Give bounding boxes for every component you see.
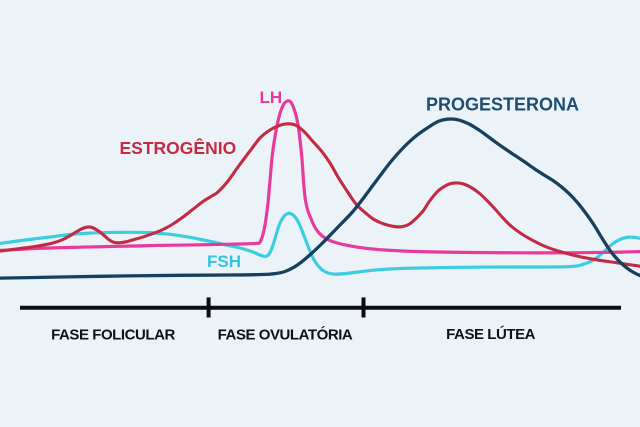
svg-text:FASE OVULATÓRIA: FASE OVULATÓRIA [218, 325, 353, 343]
svg-text:PROGESTERONA: PROGESTERONA [426, 94, 579, 114]
svg-text:FASE LÚTEA: FASE LÚTEA [446, 325, 535, 343]
svg-text:ESTROGÊNIO: ESTROGÊNIO [120, 137, 237, 158]
svg-text:LH: LH [260, 88, 283, 107]
svg-text:FSH: FSH [207, 252, 241, 271]
svg-text:FASE FOLICULAR: FASE FOLICULAR [51, 326, 175, 343]
